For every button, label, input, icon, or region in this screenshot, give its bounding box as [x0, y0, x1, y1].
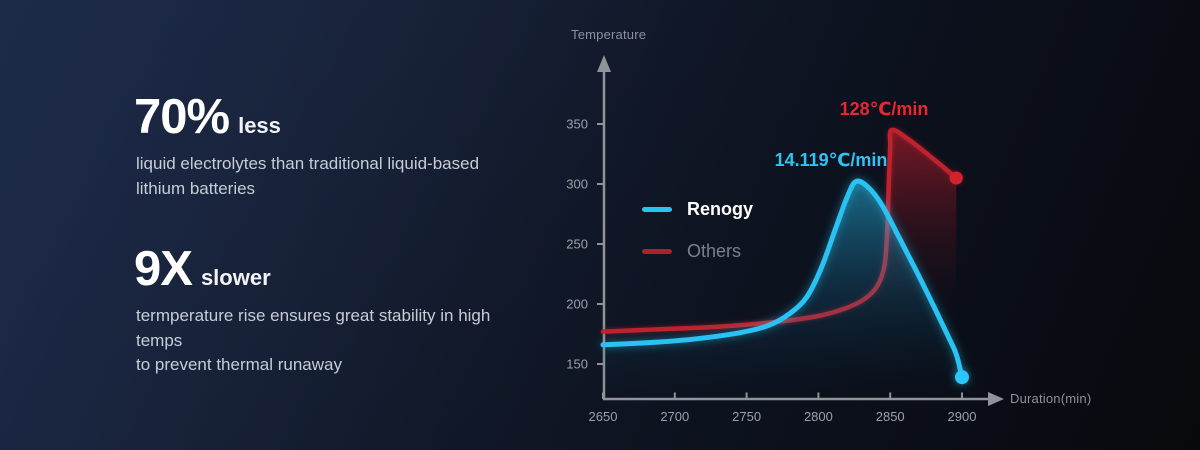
stat-desc-line1: liquid electrolytes than traditional liq…: [136, 154, 480, 174]
stat-desc-line2: lithium batteries: [136, 178, 256, 198]
others-end-dot: [949, 171, 963, 185]
y-axis-title: Temperature: [571, 27, 647, 42]
renogy-end-dot: [955, 370, 969, 385]
stat-value: 70%: [134, 90, 230, 144]
stat-description: liquid electrolytes than traditional liq…: [136, 152, 534, 200]
x-tick-label: 2850: [876, 409, 905, 424]
y-tick-label: 250: [566, 237, 588, 252]
x-tick-label: 2650: [589, 409, 618, 424]
chart-legend: Renogy Others: [642, 197, 753, 264]
renogy-swatch: [642, 207, 672, 212]
x-tick-label: 2700: [660, 409, 689, 424]
y-axis-arrow-icon: [597, 55, 611, 72]
legend-label-renogy: Renogy: [687, 199, 754, 219]
stat-description: termperature rise ensures great stabilit…: [136, 304, 534, 376]
stat-qualifier: slower: [200, 265, 271, 290]
stat-desc-line1: termperature rise ensures great stabilit…: [136, 306, 491, 350]
stat-block-temperature-rise: 9X slower termperature rise ensures grea…: [134, 242, 534, 377]
x-tick-label: 2800: [804, 409, 833, 424]
renogy-line: [600, 178, 965, 380]
x-tick-label: 2900: [948, 409, 977, 424]
y-tick-label: 150: [566, 357, 588, 372]
stat-qualifier: less: [238, 113, 281, 138]
y-tick-label: 200: [566, 297, 588, 312]
x-axis-arrow-icon: [988, 392, 1004, 406]
stat-value: 9X: [134, 242, 193, 296]
x-tick-label: 2750: [732, 409, 761, 424]
stat-block-electrolytes: 70% less liquid electrolytes than tradit…: [134, 90, 534, 201]
y-tick-label: 350: [566, 117, 588, 132]
y-tick-label: 300: [566, 177, 588, 192]
stat-headline: 70% less: [134, 90, 534, 144]
others-swatch: [642, 249, 672, 254]
x-axis-title: Duration(min): [1010, 391, 1092, 406]
stat-headline: 9X slower: [134, 242, 534, 296]
renogy-peak-rate-annotation: 14.119℃/min: [774, 150, 888, 170]
legend-item-renogy: Renogy: [642, 197, 753, 222]
renogy-area: [603, 181, 962, 399]
legend-label-others: Others: [687, 241, 742, 261]
stat-desc-line2: to prevent thermal runaway: [136, 354, 342, 374]
others-peak-rate-annotation: 128℃/min: [839, 99, 929, 119]
legend-item-others: Others: [642, 239, 753, 264]
